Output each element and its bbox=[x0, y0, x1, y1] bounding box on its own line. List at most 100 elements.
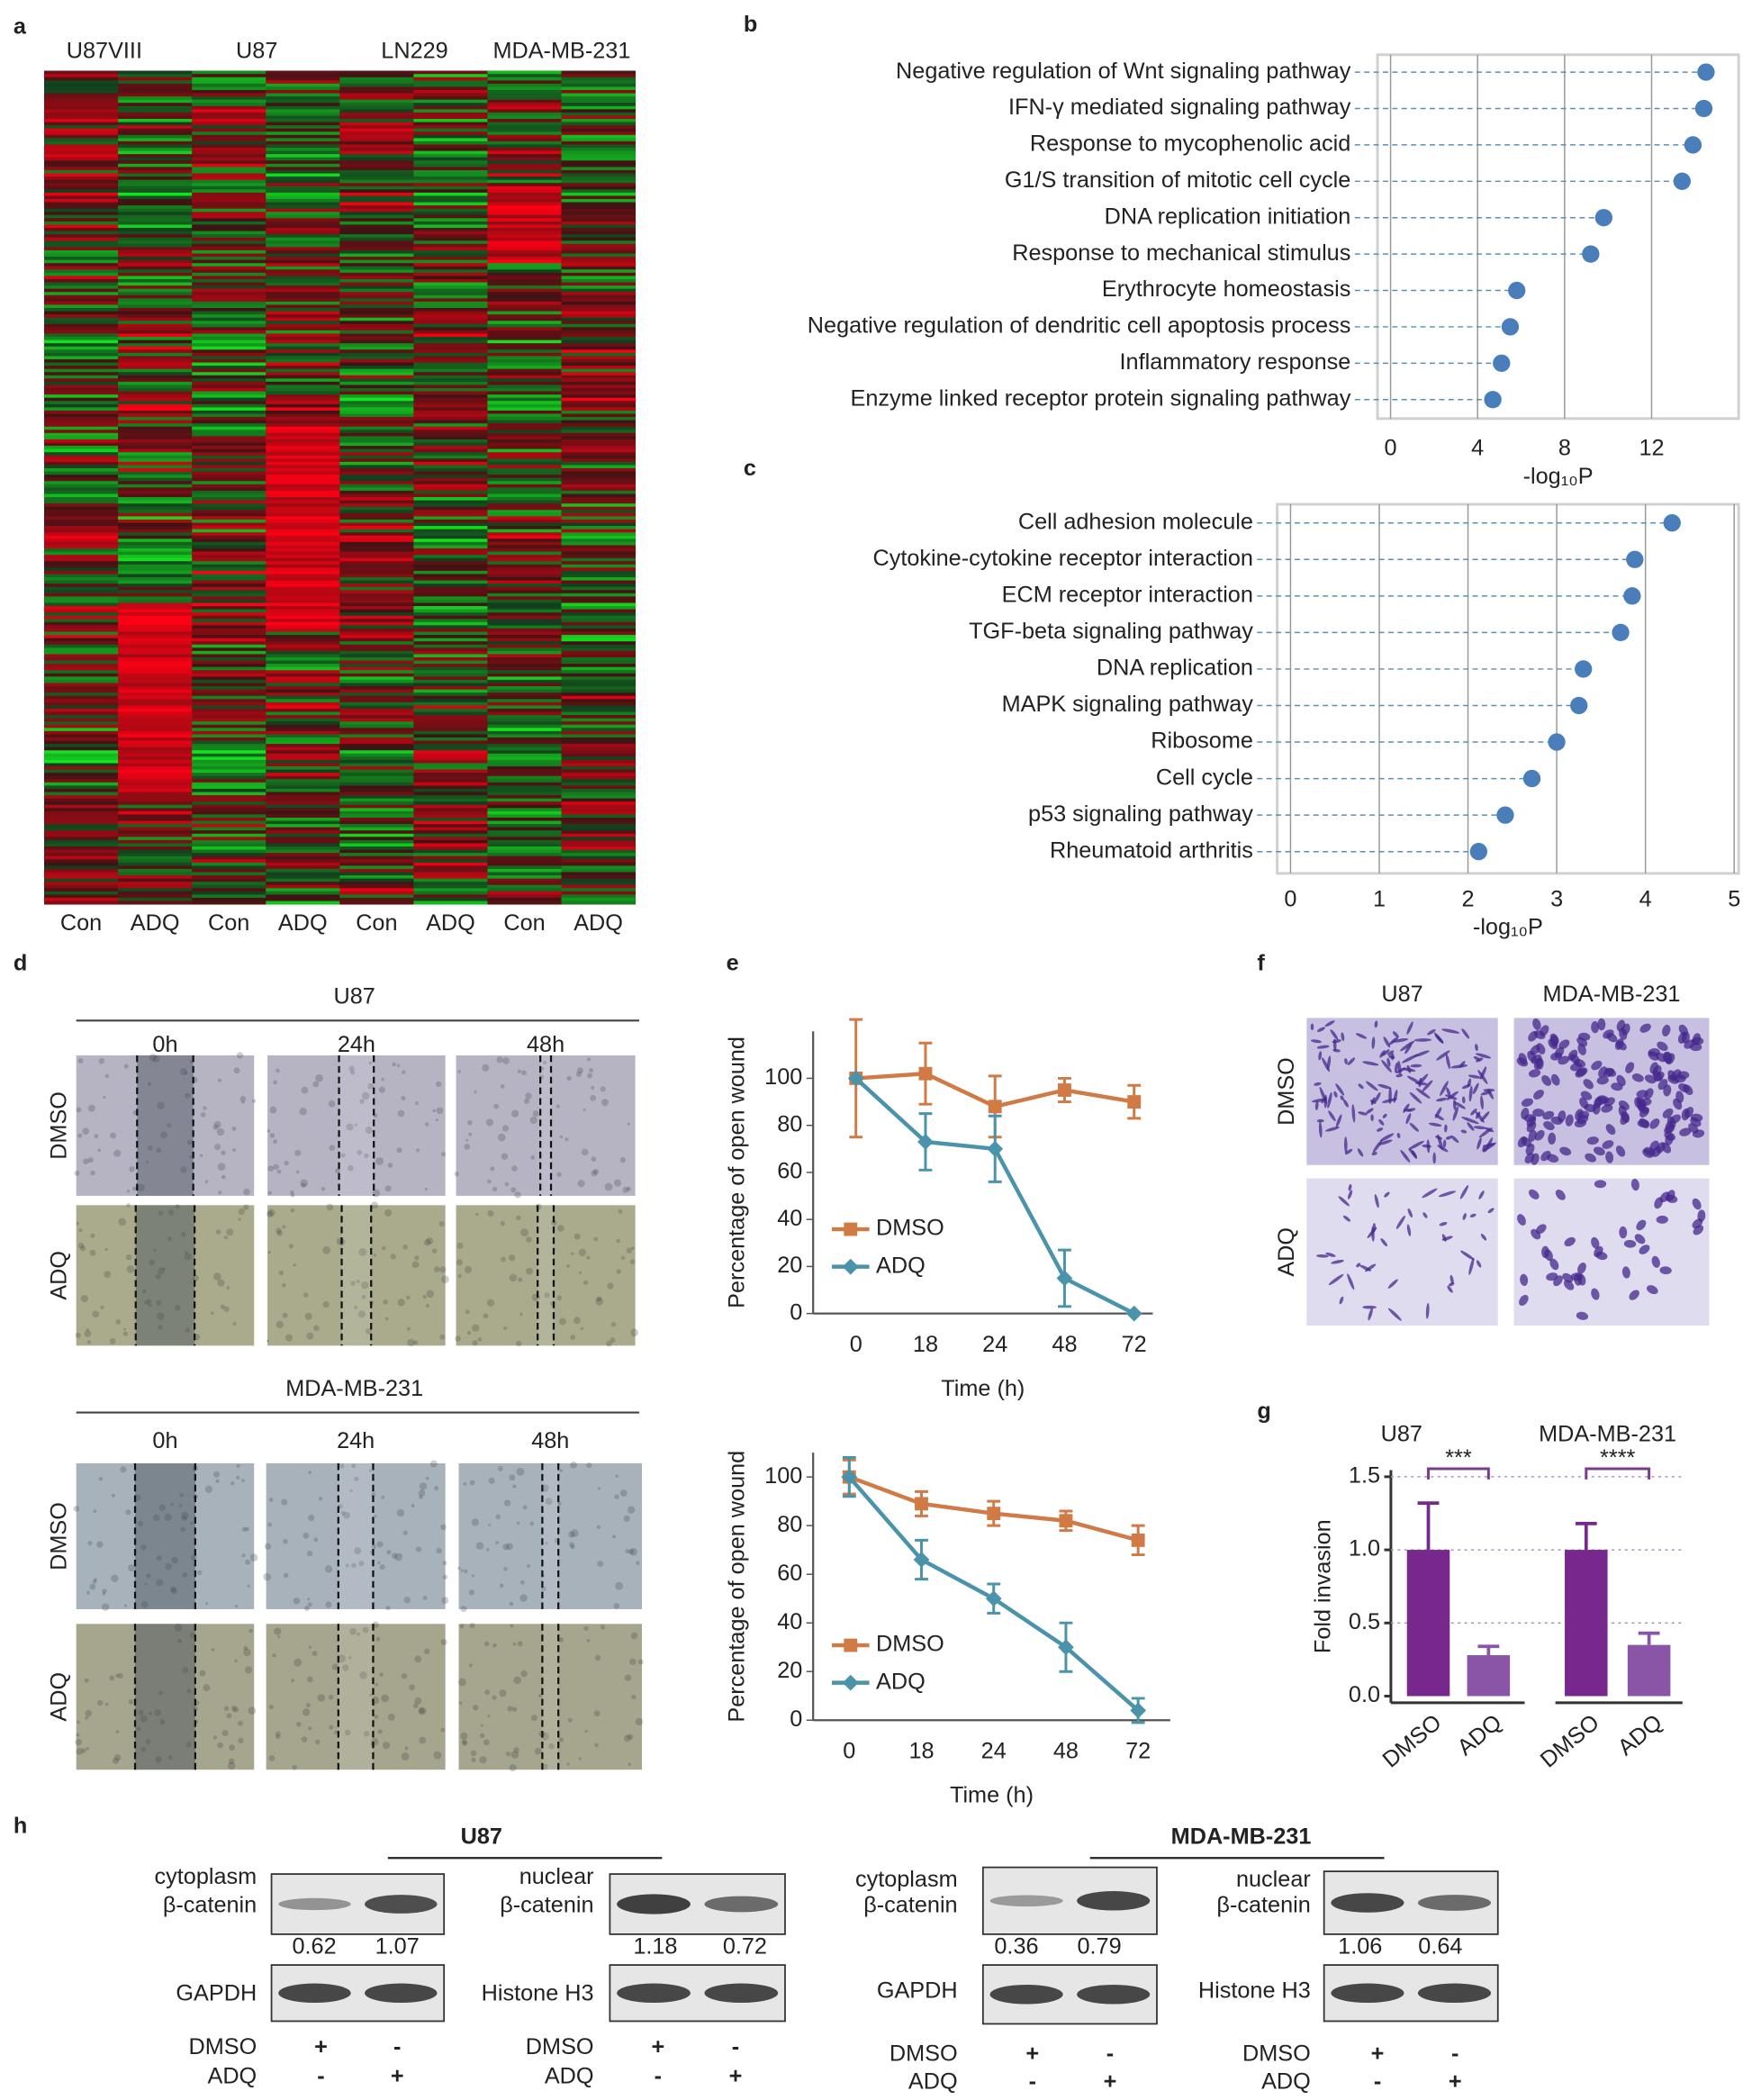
heatmap-cell bbox=[413, 349, 488, 354]
heatmap-cell bbox=[339, 192, 414, 196]
heatmap-cell bbox=[413, 506, 488, 511]
heatmap-cell bbox=[192, 214, 266, 219]
heatmap-cell bbox=[192, 541, 266, 546]
cell-texture bbox=[600, 1625, 606, 1630]
control-label: Histone H3 bbox=[1198, 1978, 1311, 2003]
heatmap-cell bbox=[413, 724, 488, 729]
cell-texture bbox=[215, 1479, 220, 1484]
heatmap-cell bbox=[339, 189, 414, 194]
heatmap-cell bbox=[339, 862, 414, 866]
heatmap-cell bbox=[413, 128, 488, 132]
cell-texture bbox=[523, 1098, 530, 1104]
cell-texture bbox=[125, 1254, 132, 1261]
heatmap-cell bbox=[118, 878, 193, 883]
heatmap-cell bbox=[192, 708, 266, 712]
heatmap-cell bbox=[44, 551, 119, 556]
heatmap-cell bbox=[118, 458, 193, 463]
heatmap-cell bbox=[561, 269, 637, 274]
heatmap-cell bbox=[561, 570, 637, 575]
heatmap-cell bbox=[487, 122, 562, 126]
heatmap-cell bbox=[192, 628, 266, 632]
heatmap-cell bbox=[192, 679, 266, 683]
error-bar bbox=[1417, 1501, 1440, 1551]
heatmap-cell bbox=[413, 599, 488, 603]
heatmap-cell bbox=[266, 134, 340, 139]
heatmap-cell bbox=[266, 394, 340, 399]
treatment-sign: - bbox=[1374, 2068, 1381, 2094]
heatmap-cell bbox=[561, 839, 637, 844]
cell bbox=[1330, 1029, 1339, 1040]
heatmap-cell bbox=[192, 263, 266, 267]
heatmap-cell bbox=[192, 769, 266, 774]
heatmap-cell bbox=[487, 465, 562, 469]
heatmap-cell bbox=[118, 705, 193, 710]
cell-texture bbox=[145, 1739, 151, 1745]
heatmap-cell bbox=[487, 522, 562, 527]
y-tick-label: 0.5 bbox=[1349, 1609, 1380, 1634]
heatmap-cell bbox=[413, 410, 488, 414]
x-tick-label: 24 bbox=[982, 1332, 1007, 1357]
heatmap-cell bbox=[487, 179, 562, 184]
heatmap-cell bbox=[266, 228, 340, 232]
heatmap-cell bbox=[339, 635, 414, 639]
cell bbox=[1611, 1082, 1623, 1091]
cell-texture bbox=[159, 1719, 166, 1725]
cell bbox=[1382, 1113, 1387, 1118]
heatmap-cell bbox=[118, 349, 193, 354]
cell-texture bbox=[98, 1058, 105, 1064]
heatmap-cell bbox=[118, 795, 193, 800]
heatmap-cell bbox=[561, 734, 637, 738]
heatmap-cell bbox=[118, 593, 193, 597]
cell bbox=[1383, 1036, 1391, 1048]
cell-texture bbox=[156, 1147, 162, 1154]
heatmap-cell bbox=[561, 452, 637, 457]
heatmap-cell bbox=[118, 288, 193, 293]
heatmap-cell bbox=[192, 358, 266, 363]
cell-texture bbox=[113, 1149, 122, 1157]
heatmap-cell bbox=[44, 339, 119, 344]
cell-texture bbox=[623, 1515, 630, 1522]
heatmap-cell bbox=[561, 609, 637, 613]
cell bbox=[1428, 1122, 1442, 1127]
heatmap-cell bbox=[44, 413, 119, 418]
cell bbox=[1322, 1057, 1331, 1073]
heatmap-cell bbox=[44, 103, 119, 107]
cell-texture bbox=[409, 1684, 415, 1691]
cell-texture bbox=[307, 1602, 312, 1607]
cell-texture bbox=[583, 1625, 589, 1632]
heatmap-cell bbox=[266, 288, 340, 293]
cell-texture bbox=[556, 1172, 562, 1178]
heatmap-cell bbox=[339, 439, 414, 443]
heatmap-cell bbox=[266, 381, 340, 385]
heatmap-cell bbox=[118, 503, 193, 508]
heatmap-cell bbox=[487, 410, 562, 414]
heatmap-cell bbox=[44, 467, 119, 472]
heatmap-cell bbox=[118, 862, 193, 866]
heatmap-cell bbox=[44, 824, 119, 828]
heatmap-cell bbox=[487, 753, 562, 757]
heatmap-cell bbox=[118, 676, 193, 681]
heatmap-cell bbox=[118, 112, 193, 116]
heatmap-cell bbox=[266, 837, 340, 841]
heatmap-cell bbox=[561, 195, 637, 200]
heatmap-cell bbox=[118, 510, 193, 514]
cell-texture bbox=[179, 1068, 187, 1076]
heatmap-cell bbox=[561, 125, 637, 130]
heatmap-cell bbox=[413, 397, 488, 402]
heatmap-cell bbox=[44, 846, 119, 851]
cell-texture bbox=[226, 1713, 232, 1719]
heatmap-cell bbox=[561, 676, 637, 681]
heatmap-cell bbox=[192, 493, 266, 498]
wound-gap bbox=[540, 1055, 552, 1196]
heatmap-cell bbox=[266, 272, 340, 276]
cell-texture bbox=[411, 1503, 415, 1508]
category-label: Ribosome bbox=[1151, 729, 1253, 754]
cell-texture bbox=[293, 1263, 297, 1267]
cell-texture bbox=[534, 1747, 542, 1755]
cell-texture bbox=[324, 1565, 333, 1573]
cell bbox=[1378, 1118, 1385, 1126]
heatmap-cell bbox=[118, 586, 193, 591]
heatmap-cell bbox=[44, 567, 119, 572]
cell-texture bbox=[230, 1705, 237, 1711]
heatmap-cell bbox=[118, 711, 193, 716]
